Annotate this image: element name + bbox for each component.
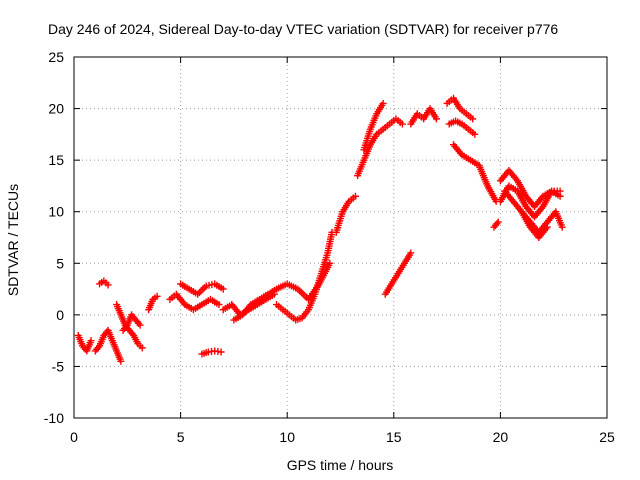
y-axis-label: SDTVAR / TECUs [5,184,21,296]
series-arc-p [360,99,387,154]
series-arc-u [449,141,500,205]
y-tick-label: 0 [56,307,64,323]
data-point [556,187,564,195]
data-point [104,281,112,289]
data-point [469,115,477,123]
x-tick-label: 10 [279,429,295,445]
data-point [217,348,225,356]
series-arc-b [91,326,125,365]
y-tick-label: 25 [48,49,64,65]
y-tick-label: 15 [48,152,64,168]
data-point [117,357,125,365]
series-arc-y [496,182,564,221]
series-arc-n [332,192,359,236]
data-point [543,223,551,231]
series-arc-z [518,208,551,241]
series-arc-e [119,311,144,334]
x-tick-label: 25 [599,429,615,445]
series-arc-h [177,280,227,298]
data-point [494,218,502,226]
x-tick-label: 15 [386,429,402,445]
y-tick-label: -5 [52,358,65,374]
data-point [87,337,95,345]
data-point [136,321,144,329]
grid-layer [74,57,607,418]
data-point [215,301,223,309]
x-tick-label: 20 [493,429,509,445]
data-point-fill [195,289,203,297]
series-arc-v [490,218,502,231]
y-tick-label: 10 [48,204,64,220]
data-point-fill [199,285,207,293]
data-point [558,223,566,231]
series-arc-k [230,285,281,324]
series-arc-q [381,249,415,298]
x-tick-label: 0 [70,429,78,445]
series-arc-r [407,105,440,128]
data-point [432,115,440,123]
series-arc-m [273,259,334,303]
tick-layer: 0 5 10 15 20 25 -10 -5 0 5 10 15 20 25 [44,49,615,445]
series-arc-a [74,331,95,355]
series-arc-c [96,277,112,289]
series-arc-f [145,292,161,314]
series-arc-s [443,94,477,123]
series-arc-d [113,301,146,352]
data-point [471,130,479,138]
data-point [326,259,334,267]
data-point [379,99,387,107]
series-arc-i [198,347,225,358]
x-axis-label: GPS time / hours [287,457,394,473]
data-point [351,192,359,200]
data-point [398,120,406,128]
series-arc-t [445,117,479,138]
data-point [407,249,415,257]
chart-title: Day 246 of 2024, Sidereal Day-to-day VTE… [48,21,558,37]
y-tick-label: 20 [48,101,64,117]
data-point [153,292,161,300]
series-arc-o [354,115,406,180]
data-point [219,285,227,293]
data-point [138,344,146,352]
y-tick-label: -10 [44,410,64,426]
series-arc-g [166,290,223,314]
y-tick-label: 5 [56,255,64,271]
x-tick-label: 5 [177,429,185,445]
data-layer [74,94,566,365]
plot-frame [73,56,608,419]
